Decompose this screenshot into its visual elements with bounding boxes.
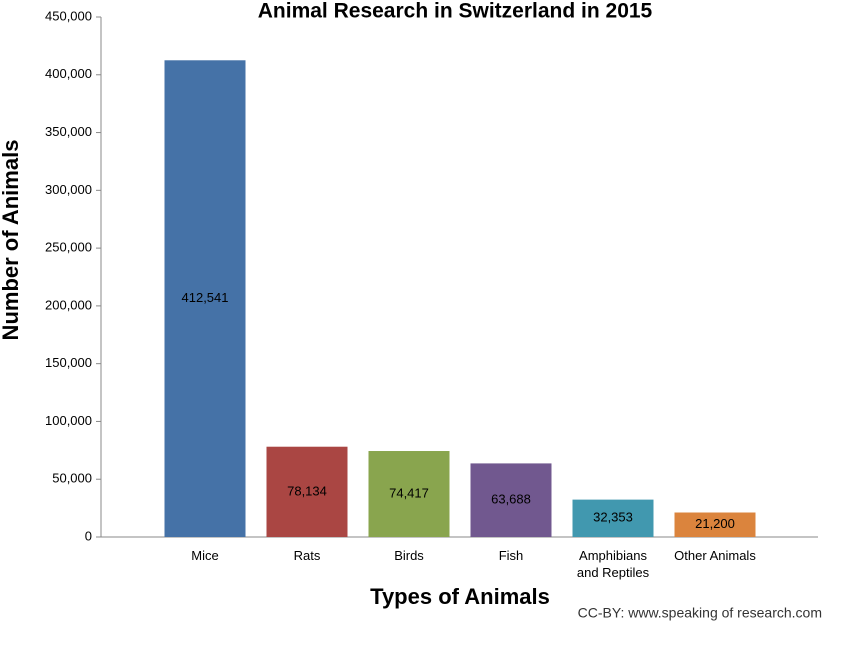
y-tick-label: 0 [85,528,92,543]
data-label: 78,134 [287,483,327,498]
data-label: 32,353 [593,510,633,525]
y-tick-label: 100,000 [45,413,92,428]
bar [470,463,552,537]
y-tick-label: 400,000 [45,66,92,81]
x-tick-label: Amphibians and Reptiles [576,548,650,580]
x-tick-label: Other Animals [674,548,756,563]
data-label: 21,200 [695,516,735,531]
y-tick-label: 450,000 [45,8,92,23]
bar [674,512,756,537]
y-tick-label: 250,000 [45,240,92,255]
x-tick-label: Birds [394,548,424,563]
data-label: 74,417 [389,485,429,500]
y-tick-label: 50,000 [52,471,92,486]
x-axis-title: Types of Animals [370,584,550,609]
y-tick-label: 200,000 [45,297,92,312]
chart-title: Animal Research in Switzerland in 2015 [258,0,653,23]
data-label: 412,541 [182,290,229,305]
bar [266,446,348,537]
x-tick-label: Fish [498,548,524,563]
y-tick-label: 350,000 [45,124,92,139]
bar [572,499,654,537]
y-axis-title: Number of Animals [0,140,23,341]
credit: CC-BY: www.speaking of research.com [578,605,822,621]
data-label: 63,688 [491,492,531,507]
y-tick-label: 300,000 [45,182,92,197]
y-tick-label: 150,000 [45,355,92,370]
bar [164,60,246,538]
x-tick-label: Mice [191,548,219,563]
bar [368,451,450,537]
x-tick-label: Rats [293,548,321,563]
